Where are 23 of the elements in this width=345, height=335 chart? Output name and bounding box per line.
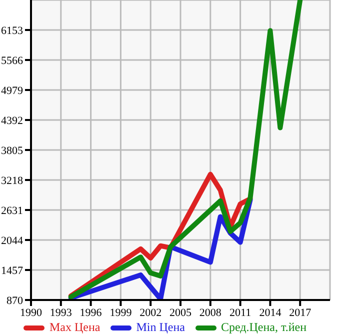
x-tick-label: 2002	[140, 306, 162, 319]
x-tick-label: 2011	[230, 306, 252, 319]
legend-label: Max Цена	[48, 320, 100, 335]
x-tick-label: 1990	[20, 306, 42, 319]
x-tick-label: 1993	[50, 306, 72, 319]
x-tick-label: 1996	[80, 306, 102, 319]
x-tick-label: 2014	[259, 306, 282, 319]
legend-label: Сред.Цена, т.йен	[220, 320, 307, 335]
y-tick-label: 3805	[1, 144, 24, 157]
y-tick-label: 4392	[1, 114, 23, 127]
y-tick-label: 2044	[1, 234, 24, 247]
y-tick-label: 1457	[1, 264, 24, 277]
x-tick-label: 1999	[110, 306, 132, 319]
y-tick-label: 4979	[1, 84, 24, 97]
x-tick-label: 2005	[170, 306, 192, 319]
legend-label: Min Цена	[135, 320, 185, 335]
y-tick-label: 3218	[1, 174, 24, 187]
y-tick-label: 2631	[1, 204, 23, 217]
x-tick-label: 2008	[199, 306, 222, 319]
y-tick-label: 870	[6, 294, 24, 307]
y-tick-label: 5566	[1, 54, 24, 67]
x-tick-label: 2017	[289, 306, 312, 319]
y-tick-label: 6153	[1, 24, 24, 37]
